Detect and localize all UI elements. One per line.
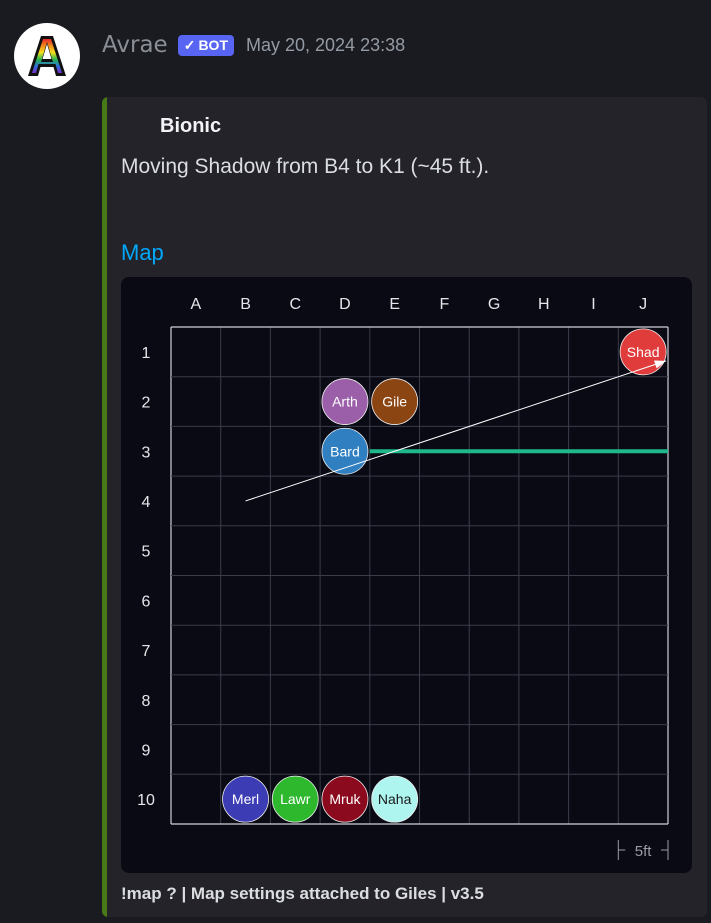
row-label: 3 [142, 444, 151, 461]
column-label: I [591, 296, 595, 313]
message-header: Avrae ✓ BOT May 20, 2024 23:38 [102, 30, 405, 60]
embed-accent-bar [102, 97, 107, 917]
column-label: B [240, 296, 251, 313]
battle-map: A B C D E F G H I J 1 2 3 4 5 6 7 8 9 10 Shad Arth Gile Bard Mer… [137, 296, 669, 860]
token-arth [321, 378, 369, 425]
token-label: Arth [332, 394, 358, 410]
token-lawr [271, 775, 319, 823]
token-label: Lawr [280, 791, 311, 807]
embed: Bionic Moving Shadow from B4 to K1 (~45 … [102, 97, 707, 917]
embed-description: Moving Shadow from B4 to K1 (~45 ft.). [121, 155, 490, 178]
token-gile [371, 378, 419, 425]
column-label: E [389, 296, 400, 313]
token-label: Bard [330, 443, 360, 459]
bot-badge-label: BOT [198, 37, 228, 53]
token-label: Shad [627, 344, 660, 360]
embed-footer: !map ? | Map settings attached to Giles … [121, 884, 484, 903]
row-label: 4 [142, 494, 151, 511]
column-label: J [639, 296, 647, 313]
map-image[interactable]: A B C D E F G H I J 1 2 3 4 5 6 7 8 9 10 Shad Arth Gile Bard Mer… [121, 277, 692, 873]
row-label: 7 [142, 643, 151, 660]
checkmark-icon: ✓ [183, 36, 196, 53]
row-label: 2 [142, 395, 151, 412]
scale-label: 5ft [635, 843, 653, 860]
token-shad [619, 328, 667, 376]
row-label: 8 [142, 693, 151, 710]
column-label: H [538, 296, 550, 313]
column-label: F [439, 296, 449, 313]
username[interactable]: Avrae [102, 32, 168, 58]
movement-arrowhead [654, 360, 666, 369]
row-label: 10 [137, 792, 155, 809]
avrae-rainbow-a-icon [28, 36, 66, 76]
movement-line [245, 360, 667, 502]
token-mruk [321, 775, 369, 823]
token-label: Merl [232, 791, 259, 807]
row-label: 1 [142, 345, 151, 362]
row-label: 9 [142, 742, 151, 759]
embed-author: Bionic [160, 115, 222, 137]
bot-badge: ✓ BOT [177, 34, 234, 56]
row-label: 5 [142, 544, 151, 561]
token-naha [371, 775, 419, 823]
token-label: Mruk [329, 791, 361, 807]
embed-title[interactable]: Map [121, 240, 164, 265]
avatar[interactable] [14, 23, 80, 89]
timestamp: May 20, 2024 23:38 [246, 34, 406, 55]
token-label: Gile [382, 394, 407, 410]
token-bard [321, 427, 369, 475]
column-label: D [339, 296, 351, 313]
token-merl [222, 775, 269, 823]
column-label: G [488, 296, 500, 313]
row-label: 6 [142, 593, 151, 610]
column-label: C [289, 296, 301, 313]
column-label: A [191, 296, 202, 313]
token-label: Naha [378, 791, 412, 807]
